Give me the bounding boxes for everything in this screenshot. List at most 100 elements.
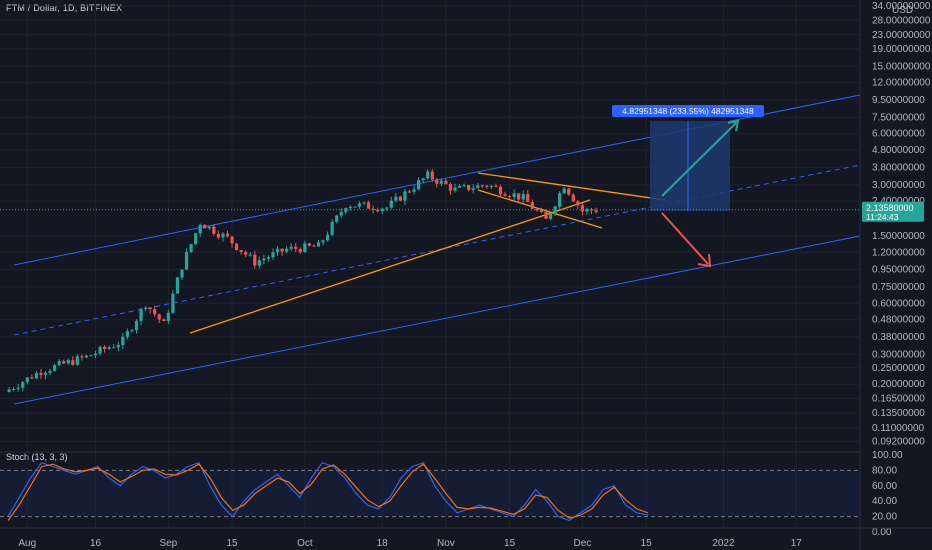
stoch-tick: 100.00: [872, 450, 903, 461]
candle-body: [476, 185, 480, 189]
candle-body: [312, 245, 316, 247]
time-tick: 15: [641, 538, 653, 549]
price-tick: 1.20000000: [872, 247, 925, 258]
candle-body: [348, 206, 352, 209]
candle-body: [498, 186, 503, 195]
price-tick: 3.00000000: [872, 180, 925, 191]
candle-body: [53, 365, 57, 371]
candle-body: [412, 189, 416, 192]
candle-body: [134, 320, 139, 331]
price-tick: 0.48000000: [872, 315, 925, 326]
candle-body: [216, 233, 220, 238]
candle-body: [30, 377, 34, 379]
candle-body: [262, 258, 266, 261]
candle-body: [289, 246, 293, 249]
measure-box: [650, 121, 730, 211]
up-arrow-head: [727, 119, 740, 132]
candle-body: [316, 242, 321, 247]
candle-body: [380, 208, 384, 212]
candle-body: [439, 180, 443, 184]
candle-body: [89, 355, 93, 357]
candle-body: [184, 251, 189, 270]
candle-body: [330, 221, 334, 235]
price-tick: 4.80000000: [872, 145, 925, 156]
candle-body: [75, 356, 79, 365]
price-tick: 12.00000000: [872, 78, 931, 89]
candle-body: [548, 213, 553, 219]
candle-body: [285, 248, 289, 252]
price-tick: 0.11000000: [872, 423, 925, 434]
price-tick: 34.00000000: [872, 1, 931, 12]
candle-body: [303, 243, 307, 253]
candle-body: [394, 196, 398, 201]
price-tick: 0.09200000: [872, 436, 925, 447]
stoch-band: [0, 470, 860, 517]
time-tick: Dec: [574, 538, 592, 549]
candle-body: [166, 312, 170, 322]
candle-body: [21, 382, 25, 388]
candle-body: [171, 293, 175, 313]
candle-body: [130, 330, 134, 332]
candle-body: [107, 347, 111, 349]
candle-body: [407, 191, 412, 193]
candle-body: [571, 194, 575, 202]
candle-body: [189, 244, 193, 252]
price-tick: 28.00000000: [872, 15, 931, 26]
stoch-tick: 20.00: [872, 512, 897, 523]
candle-body: [426, 171, 430, 179]
candle-body: [116, 344, 120, 348]
candle-body: [271, 252, 275, 258]
stoch-tick: 60.00: [872, 481, 897, 492]
candle-body: [194, 233, 198, 245]
candle-body: [366, 202, 371, 209]
candle-body: [517, 193, 521, 200]
candle-body: [207, 226, 211, 229]
price-tick: 9.50000000: [872, 95, 925, 106]
channel-lines: [13, 94, 861, 405]
stoch-tick: 0.00: [872, 527, 892, 538]
candle-body: [580, 205, 584, 212]
price-tick: 15.00000000: [872, 61, 931, 72]
candle-body: [417, 180, 421, 190]
price-tick: 0.38000000: [872, 332, 925, 343]
candle-body: [576, 201, 580, 206]
candle-body: [125, 331, 129, 337]
candle-body: [203, 224, 207, 229]
candle-body: [353, 206, 357, 208]
time-axis[interactable]: Aug 16 Sep 15 Oct 18 Nov 15 Dec 15 2022 17: [0, 527, 932, 549]
candle-body: [98, 346, 102, 354]
candle-body: [230, 236, 234, 244]
candle-body: [244, 251, 248, 255]
time-tick: 18: [377, 538, 389, 549]
candle-body: [257, 260, 261, 266]
channel-lower: [13, 235, 861, 405]
candle-body: [212, 226, 216, 234]
candle-body: [121, 336, 125, 345]
price-tick: 0.75000000: [872, 282, 925, 293]
stoch-pane: 100.00 80.00 60.00 40.00 20.00 0.00: [0, 450, 903, 538]
candle-body: [567, 188, 571, 195]
candle-body: [321, 240, 325, 243]
price-tick: 0.95000000: [872, 264, 925, 275]
time-tick: 16: [90, 538, 102, 549]
candle-body: [357, 203, 362, 207]
time-tick: Aug: [18, 538, 36, 549]
time-tick: 15: [504, 538, 516, 549]
price-tick: 3.80000000: [872, 162, 925, 173]
candle-body: [544, 212, 548, 219]
candle-body: [248, 254, 252, 256]
candle-body: [144, 307, 148, 309]
candle-body: [362, 202, 366, 204]
candle-body: [585, 209, 589, 212]
candle-body: [389, 200, 393, 208]
candle-body: [16, 387, 20, 389]
price-tick: 1.50000000: [872, 231, 925, 242]
candle-body: [43, 372, 48, 375]
candle-body: [280, 248, 284, 252]
candle-body: [34, 372, 38, 379]
candle-body: [435, 179, 439, 184]
down-arrow-head: [697, 253, 712, 268]
price-axis[interactable]: 34.00000000 28.00000000 23.00000000 19.0000…: [859, 0, 931, 550]
